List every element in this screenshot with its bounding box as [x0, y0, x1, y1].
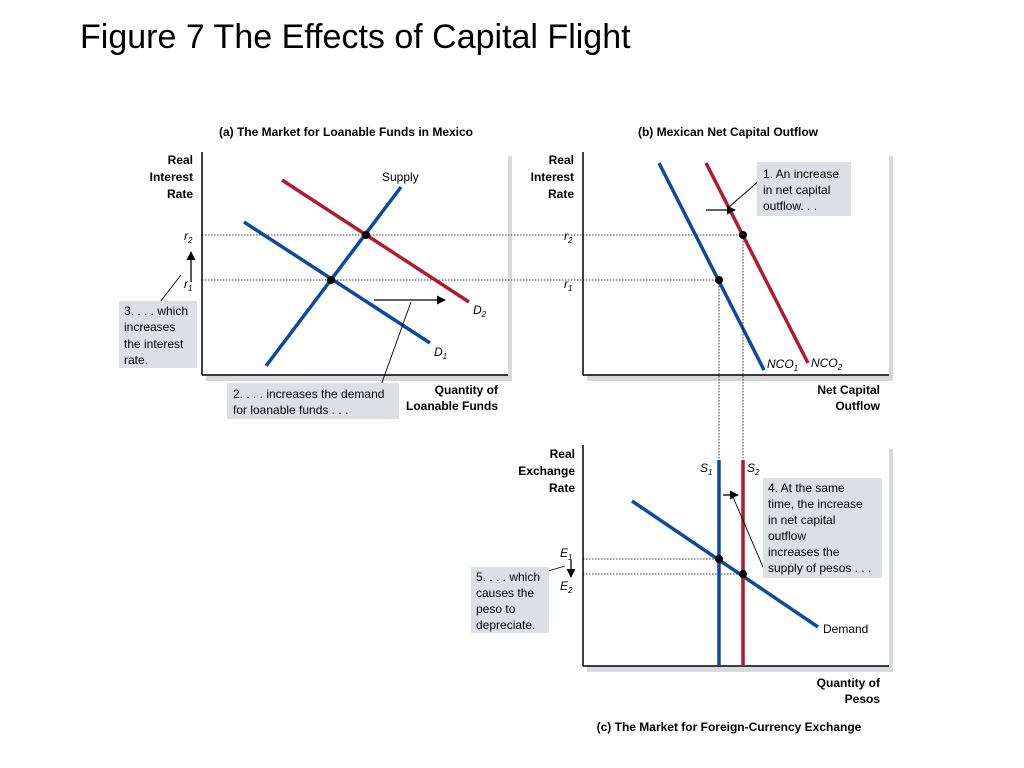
- note-peso-pointer: [547, 565, 566, 572]
- svg-text:for loanable funds . . .: for loanable funds . . .: [233, 403, 348, 417]
- svg-text:supply of pesos . . .: supply of pesos . . .: [768, 561, 871, 575]
- svg-text:Rate: Rate: [167, 187, 193, 201]
- panel-c-x-axis-label: Quantity of Pesos: [817, 676, 881, 706]
- note-supply-pointer: [732, 496, 767, 575]
- e1-label: E1: [560, 546, 572, 562]
- note-peso-supply: 4. At the same time, the increase in net…: [763, 478, 882, 578]
- panel-b-title: (b) Mexican Net Capital Outflow: [638, 125, 819, 139]
- note-rate-pointer: [159, 274, 182, 303]
- svg-text:Interest: Interest: [150, 170, 193, 184]
- demand-curve-d1: [243, 220, 431, 345]
- d2-label: D2: [473, 303, 487, 319]
- svg-text:Real: Real: [550, 447, 575, 461]
- svg-text:Outflow: Outflow: [835, 399, 880, 413]
- svg-text:Rate: Rate: [548, 187, 574, 201]
- supply-curve: [264, 185, 403, 368]
- peso-equilibrium-1: [715, 555, 723, 563]
- svg-text:5. . . . which: 5. . . . which: [476, 570, 540, 584]
- panel-c-title: (c) The Market for Foreign-Currency Exch…: [597, 720, 862, 734]
- note-interest-rate: 3. . . . which increases the interest ra…: [119, 301, 197, 368]
- equilibrium-point-2: [362, 231, 370, 239]
- svg-text:Quantity of: Quantity of: [817, 676, 881, 690]
- peso-equilibrium-2: [739, 570, 747, 578]
- svg-text:Quantity of: Quantity of: [435, 383, 499, 397]
- supply-label: Supply: [382, 170, 419, 184]
- peso-demand-label: Demand: [823, 622, 868, 636]
- svg-text:Exchange: Exchange: [518, 464, 575, 478]
- svg-text:Real: Real: [549, 153, 574, 167]
- svg-text:increases the: increases the: [768, 545, 840, 559]
- panel-b-y-axis-label: Real Interest Rate: [531, 153, 575, 201]
- equilibrium-point-1: [327, 276, 335, 284]
- peso-demand-curve: [631, 499, 819, 629]
- demand-curve-d2: [281, 178, 470, 304]
- panel-b-x-axis-label: Net Capital Outflow: [817, 383, 880, 413]
- svg-text:Interest: Interest: [531, 170, 574, 184]
- nco1-curve: [657, 162, 766, 371]
- svg-text:3. . . . which: 3. . . . which: [124, 304, 188, 318]
- svg-text:in net capital: in net capital: [763, 183, 830, 197]
- svg-text:Pesos: Pesos: [845, 692, 881, 706]
- s1-label: S1: [700, 461, 712, 477]
- panel-a-r2-label: r2: [184, 229, 193, 245]
- svg-text:4. At the same: 4. At the same: [768, 481, 845, 495]
- svg-text:the interest: the interest: [124, 337, 184, 351]
- d1-label: D1: [434, 345, 447, 361]
- svg-text:increases: increases: [124, 320, 175, 334]
- svg-text:Net Capital: Net Capital: [817, 383, 880, 397]
- panel-c-y-axis-label: Real Exchange Rate: [518, 447, 575, 495]
- note-demand-pointer: [379, 301, 412, 389]
- note-increase-pointer: [728, 179, 761, 208]
- e2-label: E2: [560, 579, 573, 595]
- svg-text:Loanable Funds: Loanable Funds: [406, 399, 498, 413]
- svg-text:rate.: rate.: [124, 353, 148, 367]
- svg-text:2. . . . increases the demand: 2. . . . increases the demand: [233, 387, 384, 401]
- panel-a-y-axis-label: Real Interest Rate: [150, 153, 194, 201]
- panel-b-r2-label: r2: [564, 229, 573, 245]
- panel-a-x-axis-label: Quantity of Loanable Funds: [406, 383, 499, 413]
- panel-a-r1-label: r1: [184, 277, 192, 293]
- svg-text:peso to: peso to: [476, 602, 516, 616]
- svg-text:Rate: Rate: [549, 481, 575, 495]
- svg-text:time, the increase: time, the increase: [768, 497, 863, 511]
- s2-label: S2: [747, 461, 760, 477]
- nco1-label: NCO1: [767, 357, 798, 373]
- nco2-curve: [704, 162, 810, 364]
- svg-text:outflow. . .: outflow. . .: [763, 199, 817, 213]
- svg-text:in net capital: in net capital: [768, 513, 835, 527]
- note-peso-depreciate: 5. . . . which causes the peso to deprec…: [471, 567, 549, 633]
- svg-text:1. An increase: 1. An increase: [763, 167, 839, 181]
- svg-text:Real: Real: [168, 153, 193, 167]
- panel-b-r1-label: r1: [564, 277, 572, 293]
- svg-text:depreciate.: depreciate.: [476, 618, 535, 632]
- svg-text:causes the: causes the: [476, 586, 534, 600]
- slide-title: Figure 7 The Effects of Capital Flight: [80, 18, 631, 56]
- note-nco-increase: 1. An increase in net capital outflow. .…: [757, 162, 851, 216]
- svg-text:outflow: outflow: [768, 529, 806, 543]
- panel-a-title: (a) The Market for Loanable Funds in Mex…: [219, 125, 473, 139]
- note-demand-increase: 2. . . . increases the demand for loanab…: [227, 383, 399, 419]
- nco2-label: NCO2: [811, 356, 843, 372]
